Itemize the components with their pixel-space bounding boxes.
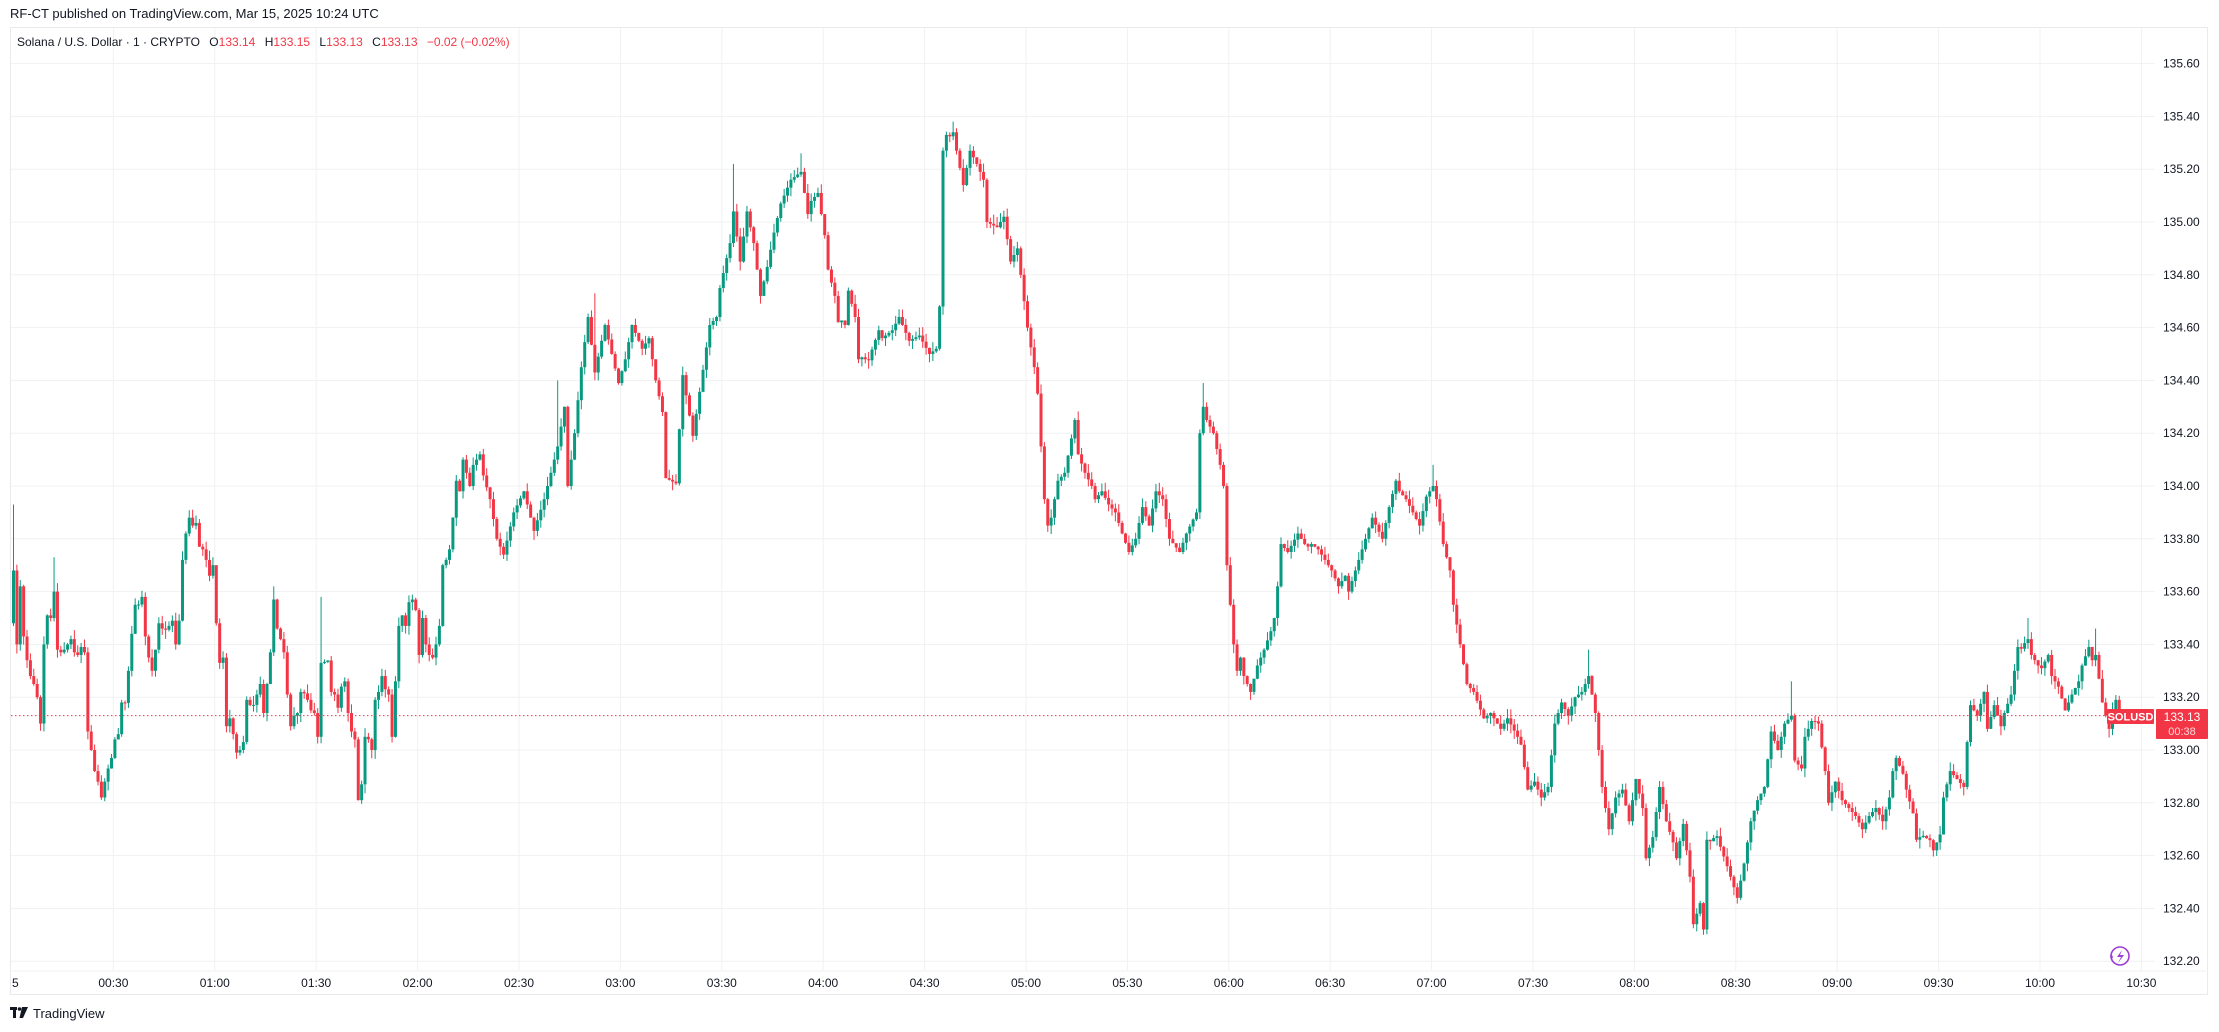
time-tick-label: 00:30 [98,976,128,990]
time-tick-label: 05:00 [1011,976,1041,990]
price-axis[interactable]: 135.60 135.40 135.20 135.00 134.80 134.60 134.… [2163,57,2200,969]
time-tick-label: 04:00 [808,976,838,990]
price-tick-label: 135.40 [2163,109,2200,123]
time-axis[interactable]: 5 00:30 01:00 01:30 02:00 02:30 03:00 03:30 04:0… [12,976,2157,990]
tradingview-brand: TradingView [33,1006,105,1021]
symbol-tag: SOLUSD [2108,712,2154,724]
time-tick-label: 04:30 [910,976,940,990]
price-tick-label: 134.00 [2163,479,2200,493]
time-tick-label: 06:00 [1214,976,1244,990]
time-tick-label: 10:00 [2025,976,2055,990]
open-label: O [209,35,219,49]
price-tick-label: 132.20 [2163,954,2200,968]
price-tick-label: 132.60 [2163,849,2200,863]
price-tick-label: 133.60 [2163,585,2200,599]
publish-info: RF-CT published on TradingView.com, Mar … [10,6,379,21]
price-tick-label: 135.00 [2163,215,2200,229]
tradingview-logo[interactable]: TradingView [10,1006,105,1021]
time-tick-label: 02:00 [403,976,433,990]
time-tick-label: 03:30 [707,976,737,990]
time-tick-label: 10:30 [2126,976,2156,990]
time-tick-label: 5 [12,976,19,990]
time-tick-label: 07:30 [1518,976,1548,990]
low-value: 133.13 [326,35,363,49]
time-tick-label: 07:00 [1417,976,1447,990]
price-tick-label: 135.60 [2163,57,2200,71]
open-value: 133.14 [218,35,256,49]
time-tick-label: 03:00 [605,976,635,990]
lightning-bolt-icon[interactable] [2110,946,2130,966]
time-tick-label: 08:00 [1619,976,1649,990]
tradingview-logo-icon [10,1006,28,1021]
price-tick-label: 132.80 [2163,796,2200,810]
price-tick-label: 133.20 [2163,690,2200,704]
high-value: 133.15 [273,35,311,49]
price-tick-label: 133.00 [2163,743,2200,757]
chart-frame[interactable] [10,27,2208,995]
time-tick-label: 08:30 [1721,976,1751,990]
price-tick-label: 134.40 [2163,373,2200,387]
bar-countdown: 00:38 [2168,726,2196,738]
price-tick-label: 134.20 [2163,426,2200,440]
high-label: H [264,35,274,49]
close-value: 133.13 [380,35,418,49]
time-tick-label: 06:30 [1315,976,1345,990]
time-tick-label: 01:30 [301,976,331,990]
price-tick-label: 133.80 [2163,532,2200,546]
price-tick-label: 132.40 [2163,901,2200,915]
price-tick-label: 134.60 [2163,321,2200,335]
symbol-title[interactable]: Solana / U.S. Dollar · 1 · CRYPTO [17,35,200,49]
low-label: L [319,35,327,49]
price-tick-label: 134.80 [2163,268,2200,282]
price-tag: SOLUSD 133.13 00:38 [2107,709,2208,739]
current-price-label: 133.13 [2164,710,2201,724]
change-value: −0.02 (−0.02%) [426,35,510,49]
chart-legend: Solana / U.S. Dollar · 1 · CRYPTO O133.1… [17,35,510,49]
price-tick-label: 133.40 [2163,637,2200,651]
close-label: C [372,35,381,49]
candles [12,121,2121,935]
time-tick-label: 01:00 [200,976,230,990]
time-tick-label: 05:30 [1112,976,1142,990]
grid-lines [10,28,2208,972]
time-tick-label: 09:30 [1924,976,1954,990]
time-tick-label: 09:00 [1822,976,1852,990]
price-tick-label: 135.20 [2163,162,2200,176]
time-tick-label: 02:30 [504,976,534,990]
